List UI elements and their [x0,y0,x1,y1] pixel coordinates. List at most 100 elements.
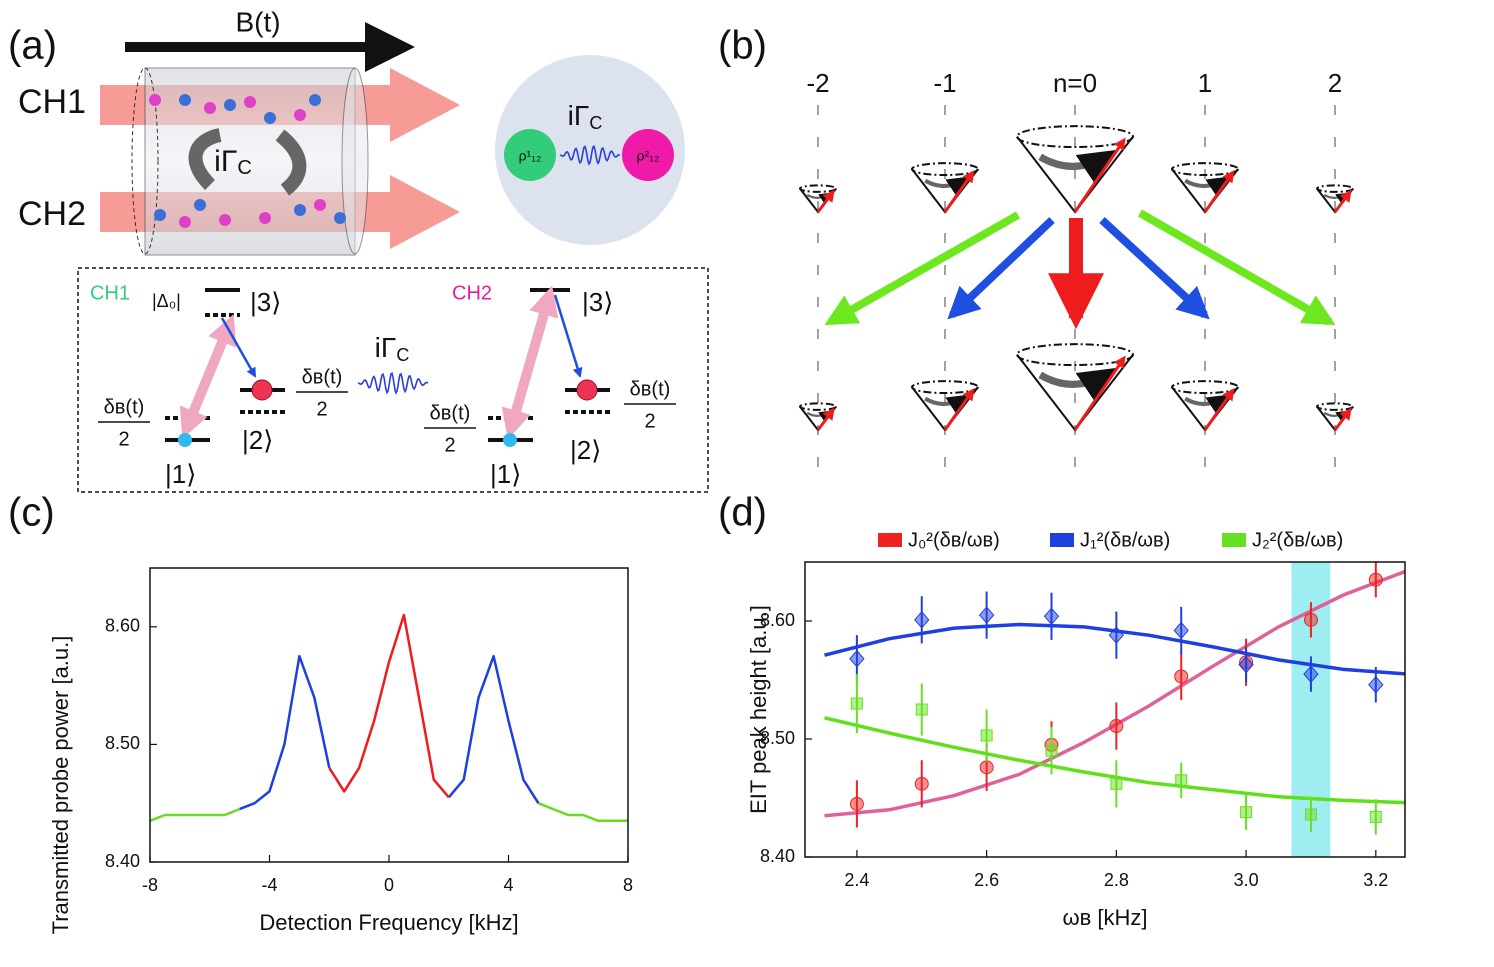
precession [806,410,831,422]
y-axis-label: EIT peak height [a.u.] [746,605,771,814]
shift-den: 2 [444,434,455,456]
point [1240,806,1253,819]
cone-rim [1316,402,1354,411]
cone-rim [1016,125,1134,149]
point [849,796,864,811]
coupling-disk [495,55,685,245]
point [914,611,930,629]
spin [1203,388,1235,431]
shift-den: 2 [316,398,327,420]
y-tick-label: 8.60 [760,610,795,630]
vapor-cell [100,22,460,256]
panel-label: (b) [718,24,767,68]
shift-num: δʙ(t) [630,378,671,400]
spin [1073,355,1126,431]
x-tick-label: 2.4 [844,870,869,890]
channel-label: CH1 [90,282,130,304]
point [1109,719,1124,734]
x-tick-label: 3.2 [1363,870,1388,890]
channel-dot [622,129,674,181]
point [1368,675,1384,694]
spin [943,388,975,431]
point [1303,612,1318,627]
point [1304,808,1317,821]
x-tick-label: -4 [261,875,277,895]
coherence-label: ρ²₁₂ [637,148,660,164]
y-axis-label: Transmitted probe power [a.u.] [48,636,73,935]
precession [1038,367,1116,404]
precession [1184,176,1229,197]
cone-rim [1171,162,1239,177]
cone [799,402,837,432]
cone [1171,380,1239,432]
x-tick-label: 3.0 [1234,870,1259,890]
point [1238,655,1254,674]
cone [911,162,979,214]
y-tick-label: 8.50 [105,733,140,753]
shift-num: δʙ(t) [430,402,471,424]
legend-label: J₀²(δʙ/ωʙ) [908,529,1000,551]
point [849,650,865,668]
spectrum-line [328,613,450,799]
point [850,697,863,710]
order-label: 2 [1328,68,1342,98]
point [1043,607,1060,626]
x-axis-label: Detection Frequency [kHz] [259,910,518,935]
channel-dot [504,129,556,181]
cone [911,380,979,432]
point [1303,665,1319,683]
plot-area [824,562,1405,857]
precession [924,176,969,197]
shift-num: δʙ(t) [302,366,343,388]
precession [1184,394,1229,415]
x-tick-label: 0 [384,875,394,895]
cone [1016,343,1134,432]
spin [943,170,975,213]
axes-frame [804,561,1406,858]
panel-label: (d) [718,491,767,535]
y-tick-label: 8.60 [105,616,140,636]
legend-label: J₁²(δʙ/ωʙ) [1080,529,1170,551]
cone-rim [911,162,979,177]
x-tick-label: 4 [503,875,513,895]
ket: |1⟩ [165,459,196,489]
point [1108,626,1125,644]
panel-label: (c) [8,491,55,535]
transfer-arrow [947,217,1055,320]
coupling-label: iΓC [375,332,410,364]
transfer-arrow [1138,209,1336,326]
channel-label: CH2 [18,195,86,233]
point [1173,621,1189,640]
x-tick-label: 2.8 [1104,870,1129,890]
legend-swatch [878,533,902,547]
point [1175,774,1188,787]
shift-den: 2 [644,410,655,432]
point [914,776,929,791]
ket: |3⟩ [250,287,281,317]
order-label: n=0 [1053,68,1097,98]
y-tick-label: 8.40 [105,851,140,871]
point [1110,777,1123,790]
legend-label: J₂²(δʙ/ωʙ) [1252,529,1343,551]
channel-label: CH2 [452,282,492,304]
wave [559,145,621,166]
axes-frame [149,567,629,863]
x-tick-label: -8 [142,875,158,895]
cone [799,184,837,214]
point [1045,744,1058,757]
transfer-arrow [824,211,1020,326]
shift-num: δʙ(t) [104,396,145,418]
channel-label: CH1 [18,83,86,121]
order-label: -1 [933,68,956,98]
cone-rim [1016,343,1134,367]
cone-rim [1171,380,1239,395]
cone [1316,402,1354,432]
detuning-label: |Δ₀| [152,291,181,311]
x-tick-label: 8 [623,875,633,895]
precession [1038,149,1116,186]
coupling-label: iΓC [568,100,603,132]
panel-label: (a) [8,24,57,68]
spectrum-line [239,654,540,811]
y-tick-label: 8.40 [760,846,795,866]
transfer-arrow [1099,217,1210,320]
